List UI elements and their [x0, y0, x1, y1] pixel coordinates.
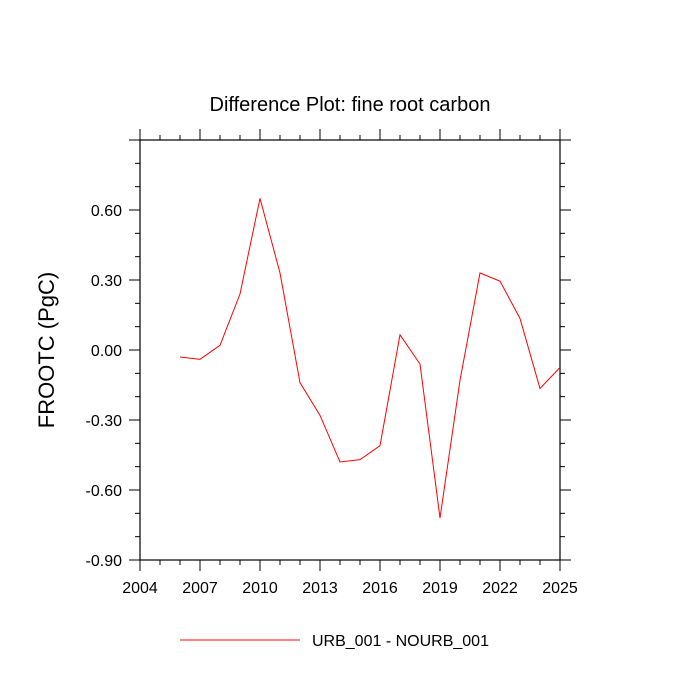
y-axis-label: FROOTC (PgC) [34, 272, 59, 428]
legend-entry-label: URB_001 - NOURB_001 [312, 633, 489, 650]
y-tick-label: -0.60 [86, 483, 123, 500]
y-tick-label: -0.90 [86, 553, 123, 570]
x-tick-label: 2004 [122, 580, 158, 597]
x-tick-label: 2022 [482, 580, 518, 597]
series-line-urb-minus-nourb [179, 198, 561, 519]
chart-title: Difference Plot: fine root carbon [210, 94, 491, 116]
x-tick-label: 2013 [302, 580, 338, 597]
series-lines [179, 198, 561, 519]
axis-tick-labels: 2004 2007 2010 2013 2016 2019 2022 2025 -0.90 -0.… [86, 203, 578, 597]
x-tick-label: 2016 [362, 580, 398, 597]
x-tick-label: 2007 [182, 580, 218, 597]
axis-ticks [129, 129, 571, 571]
legend: URB_001 - NOURB_001 [180, 633, 489, 650]
x-tick-label: 2019 [422, 580, 458, 597]
y-tick-label: 0.60 [91, 203, 122, 220]
y-tick-label: -0.30 [86, 413, 123, 430]
x-tick-label: 2025 [542, 580, 578, 597]
x-tick-label: 2010 [242, 580, 278, 597]
y-tick-label: 0.30 [91, 273, 122, 290]
y-tick-label: 0.00 [91, 343, 122, 360]
plot-frame [139, 139, 561, 561]
